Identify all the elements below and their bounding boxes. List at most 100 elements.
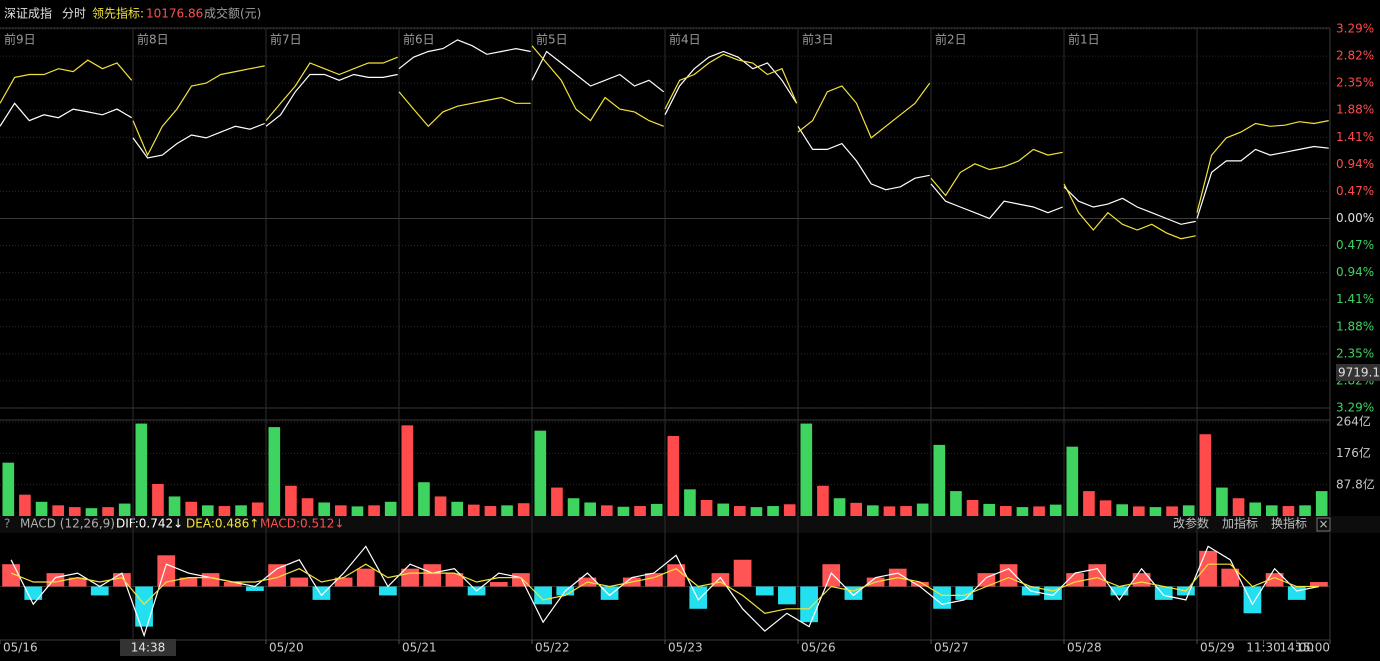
volume-bar xyxy=(667,436,680,516)
index-name: 深证成指 xyxy=(4,6,52,21)
macd-bar xyxy=(312,586,331,600)
volume-bar xyxy=(850,502,863,516)
volume-bar xyxy=(1265,505,1278,516)
macd-bar xyxy=(733,559,752,587)
volume-bar xyxy=(783,504,796,516)
help[interactable]: ? xyxy=(4,517,10,531)
volume-bar xyxy=(617,506,630,516)
macd-bar xyxy=(977,573,996,587)
close-box[interactable] xyxy=(1316,517,1331,532)
volume-bar xyxy=(883,506,896,516)
volume-bar xyxy=(135,423,148,516)
volume-bar xyxy=(717,503,730,516)
x-tick-label: 05/29 xyxy=(1200,641,1235,655)
y-tick-label: 0.94% xyxy=(1336,157,1374,171)
volume-bar xyxy=(833,498,846,516)
volume-bar xyxy=(484,506,497,516)
volume-bar xyxy=(1016,507,1029,516)
day-label: 前5日 xyxy=(536,32,568,47)
macd-bar xyxy=(1221,568,1240,587)
macd-bar xyxy=(201,573,220,587)
macd-bar xyxy=(1199,550,1217,587)
volume-bar xyxy=(368,505,380,516)
macd-value: MACD:0.512↓ xyxy=(260,517,344,531)
volume-bar xyxy=(401,425,414,516)
indicator-label: 领先指标: xyxy=(92,6,144,21)
macd-bar xyxy=(135,586,153,627)
y-tick-label: 87.8亿 xyxy=(1336,476,1375,491)
x-tick-label: 14:00 xyxy=(1279,641,1314,655)
volume-bar xyxy=(1166,506,1178,516)
day-label: 前7日 xyxy=(270,32,302,47)
volume-bar xyxy=(517,503,530,516)
volume-bar xyxy=(185,501,198,516)
macd-bar xyxy=(600,586,619,600)
crosshair-value: 9719.16 xyxy=(1338,366,1380,380)
day-label: 前6日 xyxy=(403,32,435,47)
button[interactable]: 加指标 xyxy=(1222,516,1258,531)
x-tick-label: 15:00 xyxy=(1295,641,1330,655)
macd-bar xyxy=(1066,573,1084,587)
volume-bar xyxy=(999,506,1012,516)
x-tick-label: 05/28 xyxy=(1067,641,1102,655)
price-line xyxy=(0,45,1329,240)
button[interactable]: 改参数 xyxy=(1173,516,1209,531)
volume-bar xyxy=(650,503,663,516)
volume-bar xyxy=(534,430,547,516)
mode[interactable]: 分时 xyxy=(62,7,86,21)
volume-bar xyxy=(1232,498,1245,516)
macd-bar xyxy=(1088,564,1107,587)
volume-bar xyxy=(983,503,996,516)
y-tick-label: 2.35% xyxy=(1336,346,1374,360)
y-tick-label: 1.88% xyxy=(1336,319,1374,333)
close[interactable]: × xyxy=(1318,517,1328,531)
x-tick-label: 05/22 xyxy=(535,641,570,655)
day-label: 前8日 xyxy=(137,32,169,47)
y-tick-label: 3.29% xyxy=(1336,401,1374,415)
macd-bar xyxy=(445,573,464,587)
y-tick-label: 176亿 xyxy=(1336,445,1371,460)
volume-bar xyxy=(916,503,929,516)
y-tick-label: 1.41% xyxy=(1336,292,1374,306)
volume-bar xyxy=(251,502,264,516)
button[interactable]: 换指标 xyxy=(1271,516,1307,531)
volume-bar xyxy=(501,505,513,516)
y-tick-label: 264亿 xyxy=(1336,414,1371,429)
macd-bar xyxy=(179,577,198,587)
volume-bar xyxy=(1066,446,1079,516)
macd-bar xyxy=(667,564,685,587)
x-tick-label: 05/16 xyxy=(3,641,38,655)
volume-bar xyxy=(1315,491,1328,516)
macd-bar xyxy=(911,582,929,587)
y-tick-label: 1.88% xyxy=(1336,103,1374,117)
crosshair-time-box xyxy=(120,639,176,656)
volume-bar xyxy=(750,507,763,516)
volume-bar xyxy=(1049,504,1062,516)
volume-bar xyxy=(800,423,813,516)
macd-bar xyxy=(1310,582,1328,587)
y-tick-label: 1.41% xyxy=(1336,130,1374,144)
macd-bar xyxy=(90,586,109,596)
volume-bar xyxy=(950,491,962,516)
volume-bar xyxy=(684,489,696,516)
dif: DIF:0.742↓ xyxy=(116,517,183,531)
x-tick-label: 05/26 xyxy=(801,641,836,655)
macd-bar xyxy=(645,573,663,587)
volume-bar xyxy=(102,507,114,516)
macd-bar xyxy=(489,582,508,587)
macd-bar xyxy=(755,586,774,596)
macd-bar xyxy=(401,568,419,587)
indicator-value: 10176.86 xyxy=(146,7,203,21)
macd-line xyxy=(10,563,1319,614)
macd-bar xyxy=(822,564,841,587)
macd-bar xyxy=(534,586,552,605)
macd-bar xyxy=(1110,586,1129,596)
crosshair-value-box xyxy=(1336,364,1380,381)
volume-bar xyxy=(451,501,464,516)
volume-bar xyxy=(767,506,779,516)
volume-bar xyxy=(933,444,946,516)
macd-bar xyxy=(356,568,375,587)
macd-bar xyxy=(246,586,264,591)
macd-bar xyxy=(68,577,87,587)
